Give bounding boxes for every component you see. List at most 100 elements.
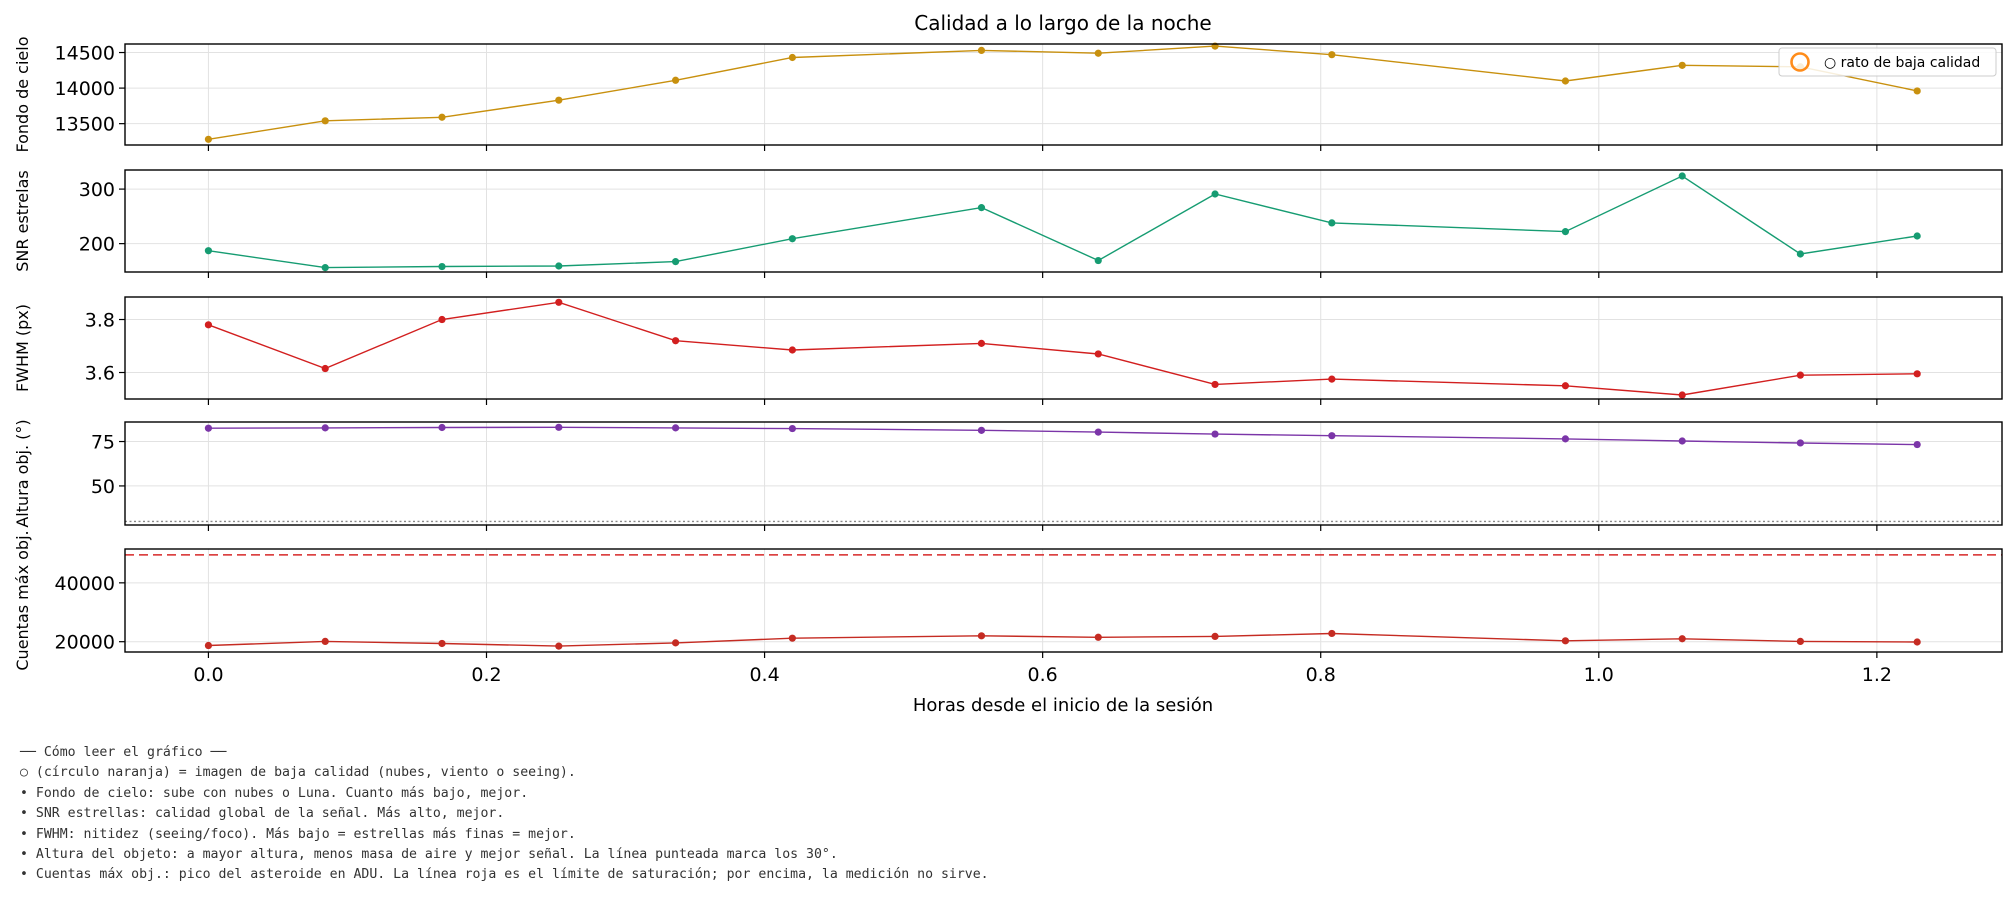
data-point: [1678, 61, 1686, 69]
y-tick-label: 75: [91, 432, 115, 454]
data-point: [321, 264, 329, 272]
data-point: [204, 424, 213, 432]
data-point: [1211, 632, 1219, 641]
data-point: [1094, 633, 1102, 641]
data-point: [1561, 637, 1570, 645]
data-point: [1561, 77, 1570, 85]
data-point: [1211, 380, 1219, 389]
panel-4: 50 75 Altura obj. (°): [13, 419, 2003, 531]
data-point: [1328, 51, 1336, 59]
data-point: [1913, 232, 1921, 240]
y-axis-label: FWHM (px): [13, 304, 32, 392]
data-point: [788, 346, 796, 354]
legend-box: [1778, 47, 1997, 77]
data-point: [977, 339, 986, 347]
data-point: [1094, 428, 1102, 436]
series-line: [208, 426, 1918, 446]
data-point: [977, 632, 986, 640]
reading-guide: ── Cómo leer el gráfico ── ○ (círculo na…: [20, 743, 989, 886]
y-axis-label: Altura obj. (°): [13, 419, 32, 527]
data-point: [1211, 430, 1219, 438]
data-point: [1796, 250, 1804, 258]
panel-frame: [124, 548, 2003, 653]
data-point: [788, 235, 796, 243]
panel-frame: [124, 421, 2003, 526]
panel-5: 20000 40000 Cuentas máx obj.: [13, 530, 2003, 671]
reading-guide-line: • Cuentas máx obj.: pico del asteroide e…: [20, 867, 989, 883]
data-point: [321, 117, 329, 125]
panel-2: 200 300 SNR estrelas: [13, 169, 2003, 278]
data-point: [1796, 439, 1804, 447]
y-tick-label: 200: [79, 234, 115, 256]
data-point: [671, 424, 680, 432]
data-point: [1796, 637, 1804, 646]
data-point: [438, 113, 446, 121]
y-tick-label: 40000: [55, 573, 115, 595]
data-point: [321, 424, 329, 432]
panel-1: 13500 14000 14500 Fondo de cielo: [13, 37, 2003, 153]
data-point: [1913, 440, 1921, 449]
y-tick-label: 3.6: [85, 363, 115, 385]
data-point: [555, 423, 563, 431]
reading-guide-line: • FWHM: nitidez (seeing/foco). Más bajo …: [20, 826, 576, 842]
data-point: [1913, 87, 1921, 95]
data-point: [204, 641, 213, 650]
data-point: [1328, 629, 1336, 638]
data-point: [671, 337, 680, 345]
data-point: [438, 639, 446, 648]
y-tick-label: 3.8: [85, 310, 115, 332]
series-line: [208, 632, 1918, 647]
data-point: [1561, 435, 1570, 443]
panel-frame: [124, 43, 2003, 146]
y-tick-label: 14000: [55, 78, 115, 100]
series-line: [208, 175, 1918, 269]
chart-panels: 13500 14000 14500 Fondo de cielo 200 300 SNR e…: [13, 37, 2003, 671]
data-point: [1328, 432, 1336, 440]
data-point: [1328, 219, 1336, 227]
x-tick-label: 0.8: [1306, 664, 1336, 686]
data-point: [1561, 228, 1570, 236]
reading-guide-line: • SNR estrellas: calidad global de la se…: [20, 806, 505, 822]
data-point: [671, 258, 680, 266]
data-point: [555, 262, 563, 270]
x-tick-label: 0.0: [193, 664, 223, 686]
x-tick-label: 0.4: [749, 664, 779, 686]
data-point: [555, 298, 563, 306]
data-point: [438, 315, 446, 324]
reading-guide-heading: ── Cómo leer el gráfico ──: [20, 745, 227, 760]
data-point: [1678, 437, 1686, 445]
data-point: [788, 424, 796, 433]
y-axis-label: Fondo de cielo: [13, 37, 32, 153]
chart-title: Calidad a lo largo de la noche: [914, 11, 1212, 35]
y-tick-label: 13500: [55, 114, 115, 136]
data-point: [977, 426, 986, 434]
panel-frame: [124, 169, 2003, 273]
data-point: [204, 135, 213, 143]
data-point: [671, 639, 680, 647]
low-quality-marker-icon: [1790, 52, 1810, 72]
data-point: [321, 637, 329, 646]
data-point: [1678, 391, 1686, 399]
data-point: [1678, 172, 1686, 180]
data-point: [788, 634, 796, 642]
data-point: [1561, 382, 1570, 390]
data-point: [204, 247, 213, 255]
x-tick-label: 0.6: [1028, 664, 1058, 686]
data-point: [438, 423, 446, 432]
data-point: [1094, 256, 1102, 265]
data-point: [788, 53, 796, 62]
data-point: [555, 96, 563, 104]
data-point: [204, 321, 213, 329]
y-tick-label: 50: [91, 476, 115, 498]
y-tick-label: 14500: [55, 43, 115, 65]
reading-guide-line: • Altura del objeto: a mayor altura, men…: [20, 847, 838, 863]
x-tick-label: 1.2: [1862, 664, 1892, 686]
series-line: [208, 301, 1918, 396]
reading-guide-line: • Fondo de cielo: sube con nubes o Luna.…: [20, 785, 529, 801]
y-axis-label: SNR estrelas: [13, 170, 32, 271]
data-point: [1913, 638, 1921, 646]
data-point: [977, 204, 986, 212]
legend-label: ○ rato de baja calidad: [1824, 55, 1980, 71]
x-axis-label: Horas desde el inicio de la sesión: [913, 695, 1213, 716]
